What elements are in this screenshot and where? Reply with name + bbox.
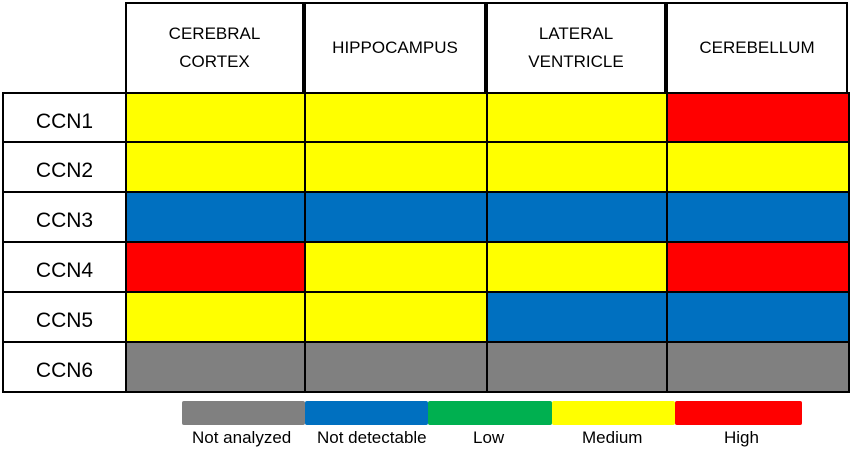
heatmap-cell [304,92,488,143]
legend-label: Medium [582,428,643,447]
legend-swatch [552,401,675,425]
heatmap-cell [486,241,668,293]
legend-label: Not analyzed [192,428,292,447]
heatmap-cell [304,291,488,343]
heatmap-cell [125,291,306,343]
legend-swatch [428,401,552,425]
heatmap-cell [125,92,306,143]
heatmap-cell [666,341,850,393]
heatmap-cell [486,92,668,143]
heatmap-cell [125,341,306,393]
heatmap-cell [486,191,668,243]
heatmap-cell [486,341,668,393]
heatmap-cell [666,191,850,243]
column-header-text: CEREBELLUM [699,38,815,57]
legend-label: Not detectable [317,428,427,447]
column-header-text: HIPPOCAMPUS [332,38,458,57]
legend-swatch [675,401,802,425]
heatmap-cell [666,141,850,193]
heatmap-cell [666,241,850,293]
heatmap-cell [666,291,850,343]
column-header-text: CEREBRAL CORTEX [168,24,261,71]
row-label: CCN3 [2,191,127,243]
heatmap-cell [304,241,488,293]
row-label: CCN5 [2,291,127,343]
legend-label: High [724,428,759,447]
column-header: HIPPOCAMPUS [304,2,486,94]
heatmap-cell [486,291,668,343]
heatmap-cell [125,141,306,193]
heatmap-cell [125,191,306,243]
heatmap-cell [666,92,850,143]
heatmap-cell [125,241,306,293]
legend-swatch [182,401,305,425]
heatmap-cell [304,191,488,243]
heatmap-cell [304,341,488,393]
row-label: CCN1 [2,92,127,143]
row-label: CCN6 [2,341,127,393]
column-header: CEREBRAL CORTEX [125,2,304,94]
legend-label: Low [473,428,505,447]
heatmap-cell [486,141,668,193]
row-label: CCN2 [2,141,127,193]
column-header: LATERAL VENTRICLE [486,2,666,94]
row-label: CCN4 [2,241,127,293]
column-header-text: LATERAL VENTRICLE [528,24,624,71]
column-header: CEREBELLUM [666,2,848,94]
heatmap-cell [304,141,488,193]
legend-swatch [305,401,428,425]
